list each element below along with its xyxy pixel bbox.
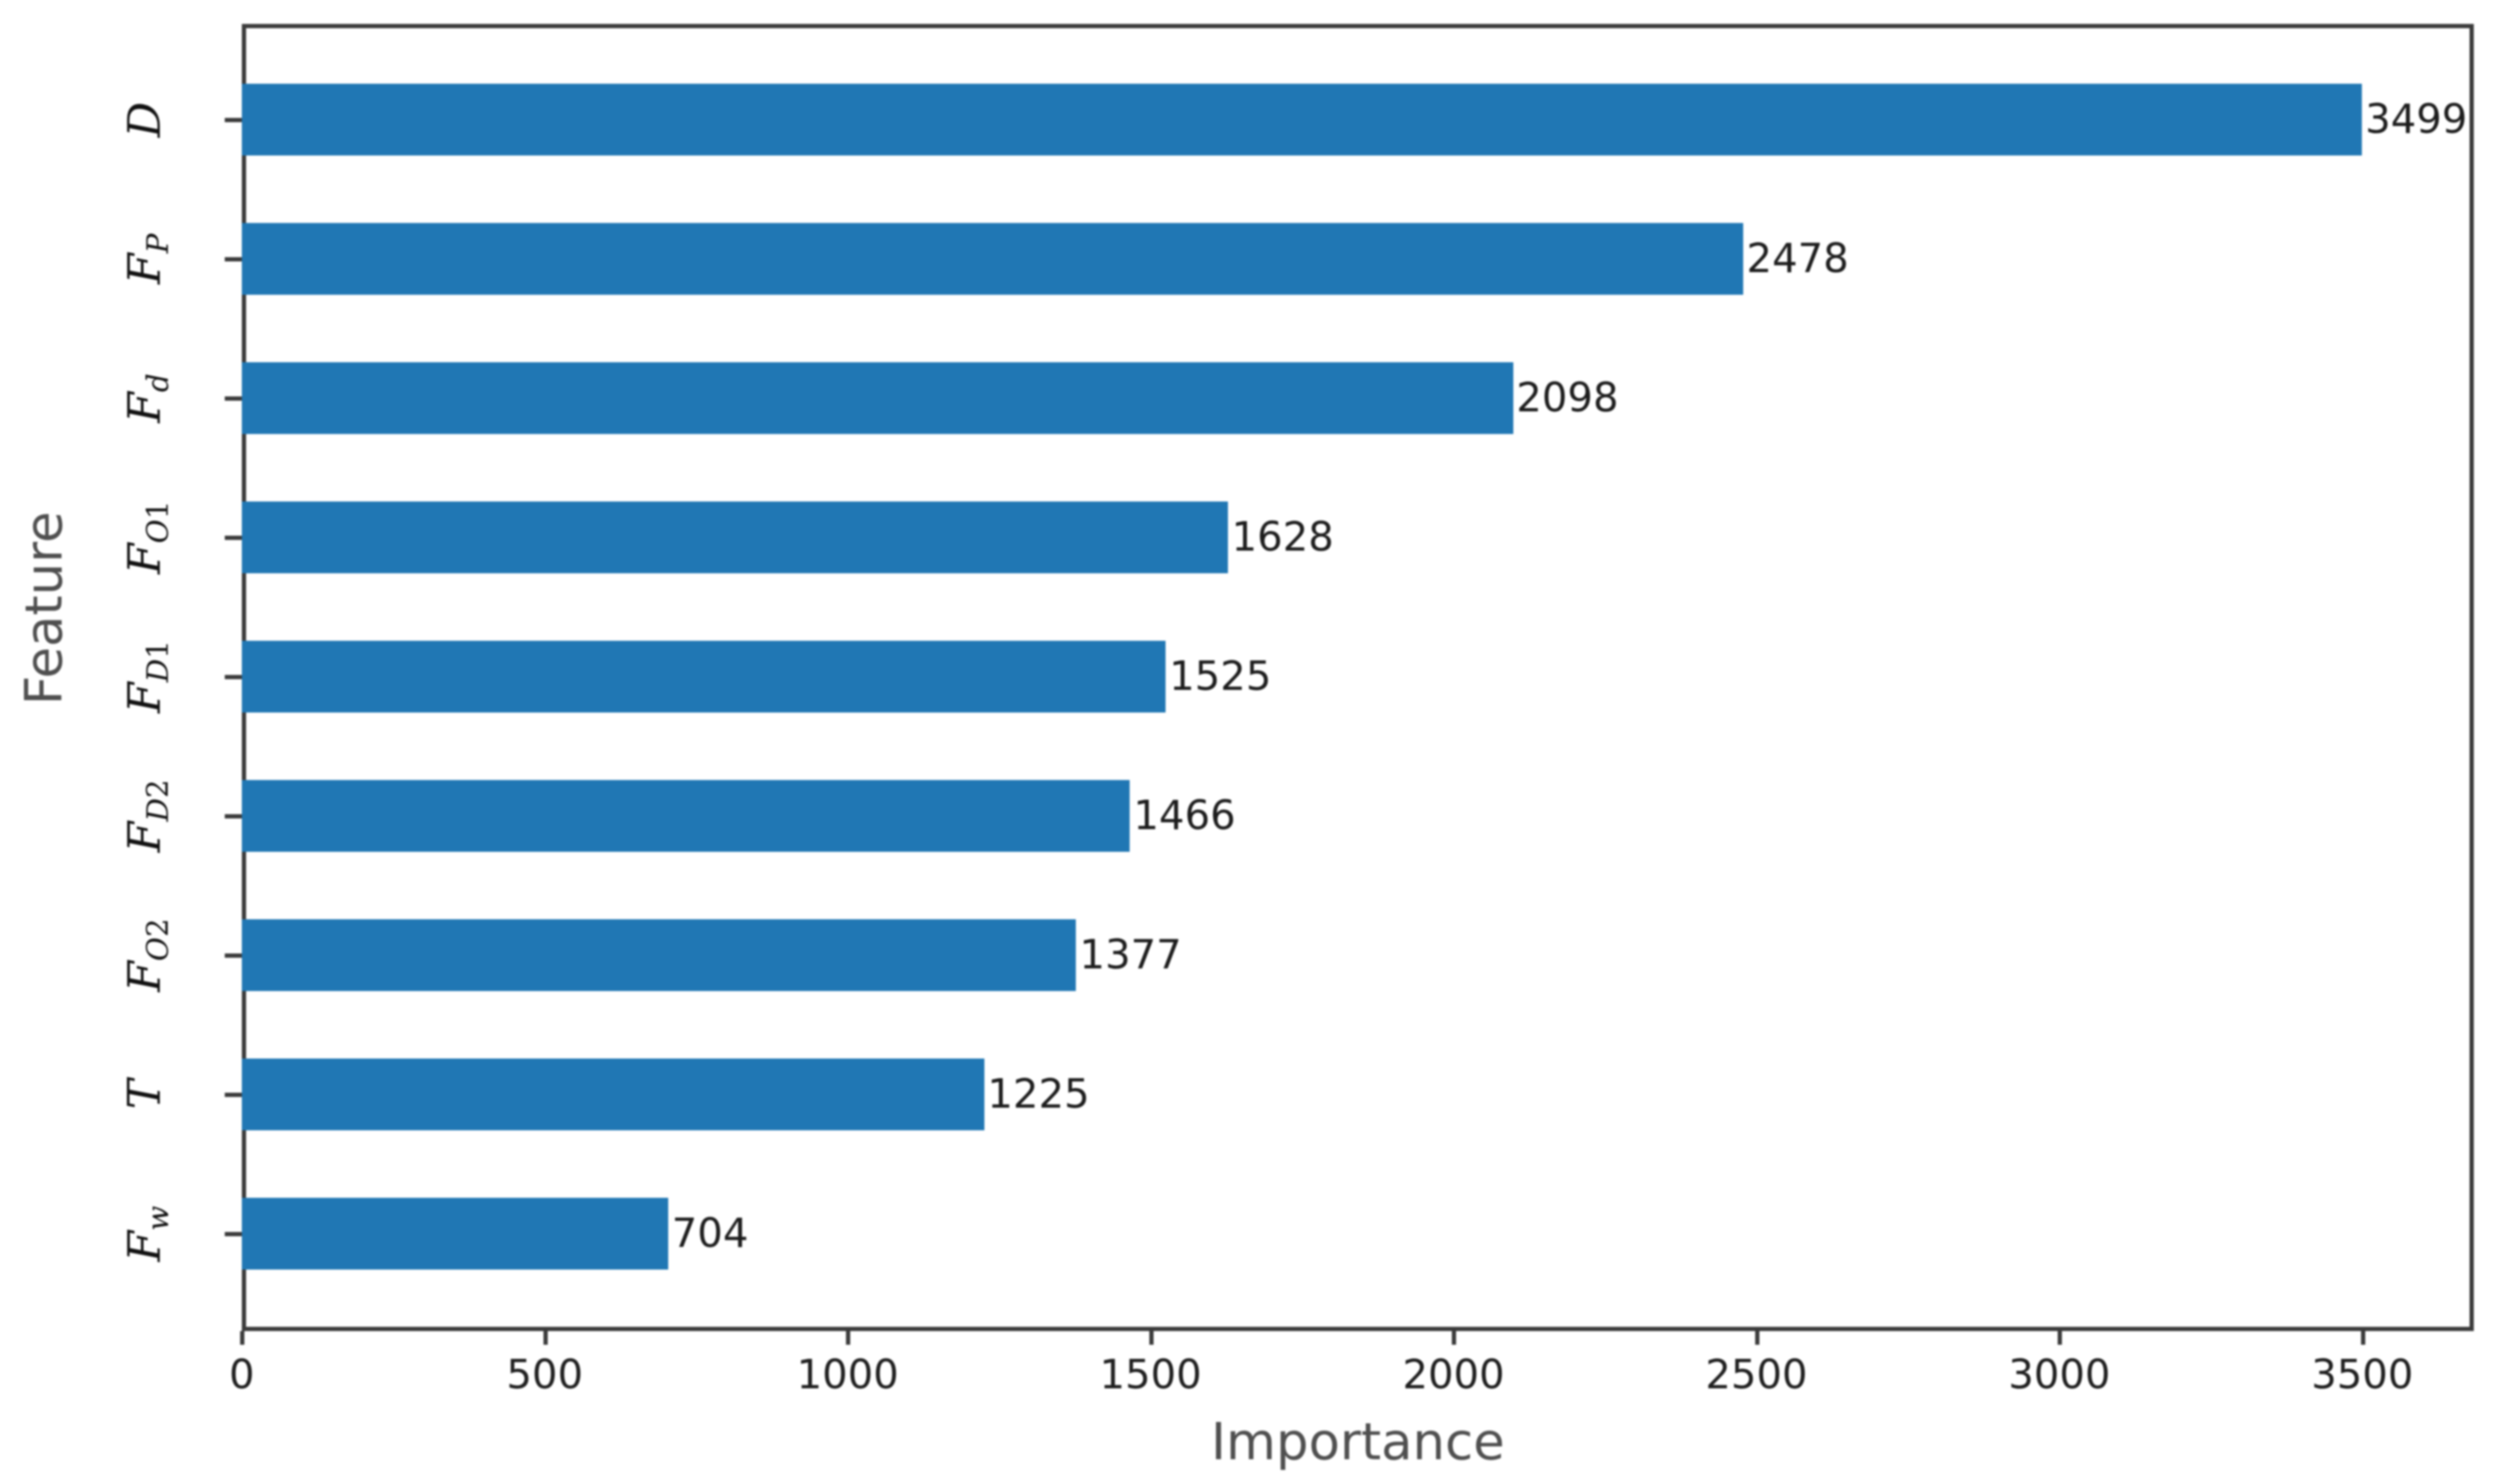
- bar-T: [242, 1059, 984, 1130]
- bar-F_P: [242, 223, 1743, 295]
- y-tick-mark: [225, 396, 242, 401]
- y-tick-mark: [225, 1093, 242, 1097]
- y-tick-label: FP: [120, 233, 176, 284]
- bar-F_w: [242, 1198, 669, 1270]
- x-axis-label: Importance: [1211, 1412, 1505, 1472]
- x-tick-label: 2000: [1402, 1352, 1505, 1399]
- bar-value-label: 1225: [987, 1070, 1090, 1118]
- y-tick-label: Fd: [120, 372, 176, 424]
- x-tick-mark: [2360, 1331, 2365, 1345]
- bar-value-label: 1525: [1169, 653, 1272, 701]
- y-tick-label: T: [120, 1079, 171, 1110]
- y-tick-label: FO2: [120, 918, 176, 993]
- y-axis-label: Feature: [15, 511, 74, 706]
- y-tick-mark: [225, 1232, 242, 1236]
- y-tick-label: D: [120, 102, 171, 138]
- x-tick-label: 2500: [1705, 1352, 1808, 1399]
- y-tick-mark: [225, 675, 242, 679]
- bar-D: [242, 84, 2362, 155]
- y-tick-label: FO1: [120, 500, 176, 575]
- bar-F_O2: [242, 919, 1077, 991]
- bar-F_O1: [242, 502, 1229, 573]
- x-tick-label: 3500: [2311, 1352, 2414, 1399]
- x-tick-mark: [1148, 1331, 1154, 1345]
- bar-value-label: 1466: [1133, 792, 1236, 840]
- bar-value-label: 2098: [1516, 374, 1619, 422]
- x-tick-label: 0: [229, 1352, 255, 1399]
- bar-value-label: 3499: [2364, 96, 2468, 144]
- y-tick-label: FD1: [120, 640, 176, 713]
- x-tick-mark: [2058, 1331, 2063, 1345]
- x-tick-mark: [1754, 1331, 1759, 1345]
- bar-value-label: 704: [672, 1210, 749, 1258]
- x-tick-label: 500: [506, 1352, 584, 1399]
- x-tick-label: 1000: [796, 1352, 899, 1399]
- x-tick-mark: [1452, 1331, 1457, 1345]
- y-tick-mark: [225, 814, 242, 818]
- y-tick-mark: [225, 257, 242, 261]
- bar-F_d: [242, 362, 1513, 434]
- y-tick-mark: [225, 118, 242, 122]
- y-tick-label: FD2: [120, 779, 176, 853]
- y-tick-label: Fw: [120, 1205, 176, 1262]
- x-tick-label: 3000: [2008, 1352, 2111, 1399]
- bar-value-label: 1628: [1231, 513, 1334, 561]
- x-tick-mark: [846, 1331, 850, 1345]
- bar-value-label: 1377: [1079, 931, 1182, 979]
- bar-value-label: 2478: [1746, 235, 1849, 283]
- bar-F_D2: [242, 780, 1131, 852]
- bar-F_D1: [242, 641, 1166, 713]
- y-tick-mark: [225, 953, 242, 958]
- y-tick-mark: [225, 536, 242, 540]
- x-tick-mark: [240, 1331, 244, 1345]
- x-tick-label: 1500: [1099, 1352, 1202, 1399]
- x-tick-mark: [543, 1331, 548, 1345]
